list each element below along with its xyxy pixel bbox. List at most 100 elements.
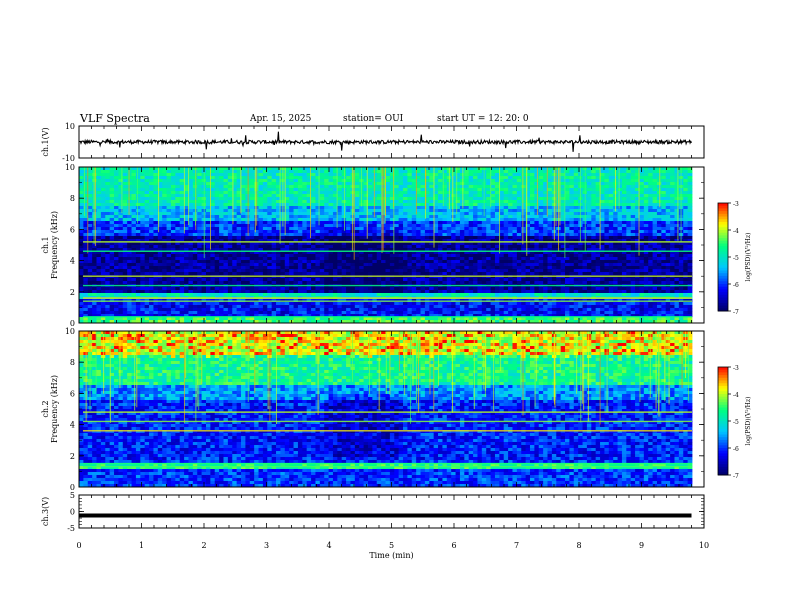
spectrogram-cell xyxy=(280,257,286,261)
spectrogram-cell xyxy=(643,203,649,207)
spectrogram-cell xyxy=(503,269,509,273)
spectrogram-cell xyxy=(420,203,426,207)
spectrogram-cell xyxy=(665,263,671,267)
spectrogram-cell xyxy=(135,221,141,225)
spectrogram-cell xyxy=(573,176,579,180)
spectrogram-cell xyxy=(630,197,636,201)
spectrogram-cell xyxy=(578,254,583,258)
spectrogram-cell xyxy=(337,263,343,267)
spectrogram-cell xyxy=(315,218,321,222)
spectrogram-cell xyxy=(438,266,443,270)
spectrogram-cell xyxy=(144,251,150,255)
spectrogram-cell xyxy=(223,245,229,249)
spectrogram-cell xyxy=(683,182,689,186)
spectrogram-cell xyxy=(162,179,167,183)
spectrogram-cell xyxy=(670,227,675,231)
spectrogram-cell xyxy=(407,197,413,201)
spectrogram-cell xyxy=(674,248,680,252)
spectrogram-cell xyxy=(468,191,474,195)
spectrogram-cell xyxy=(591,200,597,204)
spectrogram-cell xyxy=(96,197,102,201)
spectrogram-cell xyxy=(529,230,535,234)
spectrogram-cell xyxy=(96,170,102,174)
spectrogram-cell xyxy=(547,221,553,225)
spectrogram-cell xyxy=(573,179,579,183)
spectrogram-cell xyxy=(135,230,141,234)
spectrogram-cell xyxy=(337,248,343,252)
spectrogram-cell xyxy=(122,239,128,243)
spectrogram-cell xyxy=(135,185,141,189)
spectrogram-cell xyxy=(394,170,400,174)
spectrogram-cell xyxy=(149,227,154,231)
spectrogram-cell xyxy=(262,191,268,195)
spectrogram-cell xyxy=(372,167,378,171)
spectrogram-cell xyxy=(573,215,579,219)
spectrogram-cell xyxy=(468,245,474,249)
spectrogram-cell xyxy=(105,245,111,249)
spectrogram-cell xyxy=(455,251,461,255)
spectrogram-cell xyxy=(236,266,242,270)
spectrogram-cell xyxy=(674,260,680,264)
spectrogram-cell xyxy=(438,215,443,219)
spectrogram-cell xyxy=(157,230,163,234)
spectrogram-cell xyxy=(319,185,325,189)
spectrogram-cell xyxy=(639,221,645,225)
spectrogram-cell xyxy=(477,203,483,207)
spectrogram-cell xyxy=(464,194,470,198)
spectrogram-cell xyxy=(227,245,233,249)
spectrogram-cell xyxy=(79,257,84,261)
spectrogram-cell xyxy=(569,257,575,261)
spectrogram-cell xyxy=(486,239,491,243)
spectrogram-cell xyxy=(166,170,172,174)
spectrogram-cell xyxy=(424,242,430,246)
spectrogram-cell xyxy=(232,251,238,255)
spectrogram-cell xyxy=(687,194,693,198)
spectrogram-cell xyxy=(451,251,456,255)
spectrogram-cell xyxy=(398,236,404,240)
spectrogram-cell xyxy=(372,224,378,228)
spectrogram-cell xyxy=(438,176,443,180)
spectrogram-cell xyxy=(144,266,150,270)
spectrogram-cell xyxy=(652,266,658,270)
spectrogram-cell xyxy=(267,215,273,219)
spectrogram-cell xyxy=(332,200,338,204)
spectrogram-cell xyxy=(311,185,316,189)
spectrogram-cell xyxy=(547,251,553,255)
spectrogram-cell xyxy=(87,203,93,207)
spectrogram-cell xyxy=(451,176,456,180)
spectrogram-cell xyxy=(499,188,505,192)
spectrogram-cell xyxy=(600,230,605,234)
spectrogram-cell xyxy=(105,254,111,258)
spectrogram-cell xyxy=(442,239,448,243)
spectrogram-cell xyxy=(403,194,408,198)
spectrogram-cell xyxy=(481,257,487,261)
spectrogram-cell xyxy=(232,167,238,171)
spectrogram-cell xyxy=(604,263,610,267)
spectrogram-cell xyxy=(332,191,338,195)
spectrogram-cell xyxy=(565,209,570,213)
spectrogram-cell xyxy=(424,266,430,270)
spectrogram-cell xyxy=(420,254,426,258)
spectrogram-cell xyxy=(521,248,527,252)
spectrogram-cell xyxy=(311,251,316,255)
spectrogram-cell xyxy=(468,197,474,201)
spectrogram-cell xyxy=(486,245,491,249)
spectrogram-cell xyxy=(516,263,522,267)
spectrogram-cell xyxy=(656,215,662,219)
spectrogram-cell xyxy=(122,233,128,237)
spectrogram-cell xyxy=(118,212,124,216)
spectrogram-cell xyxy=(446,257,452,261)
spectrogram-cell xyxy=(534,224,540,228)
spectrogram-cell xyxy=(289,260,294,264)
spectrogram-cell xyxy=(604,221,610,225)
spectrogram-cell xyxy=(254,260,259,264)
spectrogram-cell xyxy=(547,230,553,234)
spectrogram-cell xyxy=(184,194,189,198)
spectrogram-cell xyxy=(459,182,465,186)
spectrogram-cell xyxy=(157,251,163,255)
spectrogram-cell xyxy=(547,266,553,270)
spectrogram-cell xyxy=(551,248,557,252)
spectrogram-cell xyxy=(464,173,470,177)
spectrogram-cell xyxy=(394,242,400,246)
spectrogram-cell xyxy=(367,191,373,195)
